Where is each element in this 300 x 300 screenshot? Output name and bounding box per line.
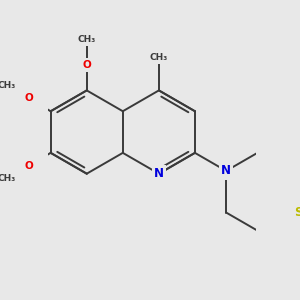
Text: O: O (82, 60, 91, 70)
Text: N: N (221, 164, 231, 177)
Text: S: S (294, 206, 300, 219)
Text: CH₃: CH₃ (0, 81, 16, 90)
Text: CH₃: CH₃ (78, 35, 96, 44)
Text: CH₃: CH₃ (0, 174, 16, 183)
Text: N: N (154, 167, 164, 180)
Text: CH₃: CH₃ (150, 53, 168, 62)
Text: O: O (24, 160, 33, 171)
Text: O: O (24, 94, 33, 103)
